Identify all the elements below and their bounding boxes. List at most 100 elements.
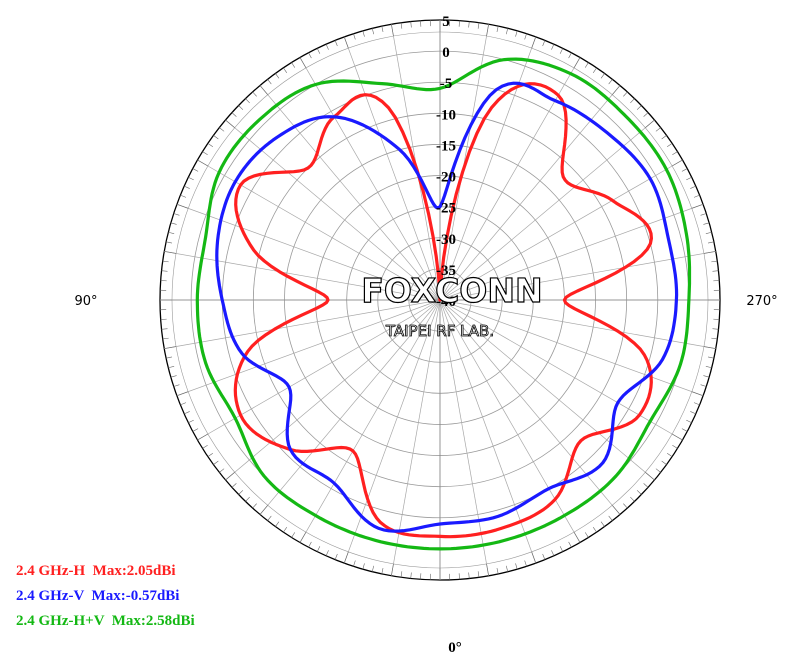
grid-tick bbox=[231, 483, 237, 488]
series-group bbox=[195, 57, 692, 551]
radial-tick-label: -30 bbox=[436, 232, 456, 248]
grid-tick bbox=[252, 91, 257, 97]
grid-tick bbox=[334, 40, 338, 47]
grid-tick bbox=[176, 391, 189, 397]
grid-tick bbox=[267, 79, 272, 85]
grid-tick bbox=[168, 365, 175, 369]
grid-tick bbox=[666, 143, 673, 148]
grid-tick bbox=[325, 550, 329, 556]
grid-spoke bbox=[439, 57, 581, 301]
grid-tick bbox=[623, 503, 628, 509]
radial-tick-label: -40 bbox=[436, 294, 456, 310]
grid-tick bbox=[168, 231, 175, 235]
radial-tick-label: 0 bbox=[442, 45, 450, 61]
grid-tick bbox=[496, 567, 499, 574]
grid-tick bbox=[275, 521, 280, 527]
grid-tick bbox=[308, 541, 312, 548]
grid-tick bbox=[505, 28, 509, 35]
grid-tick bbox=[681, 428, 688, 432]
grid-tick bbox=[655, 468, 661, 473]
grid-spoke bbox=[439, 299, 489, 576]
grid-tick bbox=[486, 24, 489, 37]
grid-spoke bbox=[439, 299, 537, 564]
grid-tick bbox=[170, 375, 177, 378]
grid-tick bbox=[308, 52, 312, 59]
grid-tick bbox=[559, 48, 564, 54]
grid-tick bbox=[477, 22, 480, 29]
grid-tick bbox=[666, 452, 673, 457]
grid-tick bbox=[693, 402, 700, 406]
grid-spoke bbox=[259, 299, 441, 515]
grid-tick bbox=[381, 567, 384, 574]
grid-tick bbox=[316, 48, 321, 54]
grid-tick bbox=[164, 251, 177, 254]
grid-tick bbox=[584, 532, 589, 538]
grid-tick bbox=[643, 112, 649, 117]
grid-tick bbox=[299, 531, 307, 543]
grid-tick bbox=[164, 346, 177, 349]
grid-tick bbox=[192, 168, 199, 172]
grid-tick bbox=[162, 260, 169, 263]
grid-tick bbox=[515, 563, 518, 570]
grid-tick bbox=[213, 460, 219, 465]
grid-tick bbox=[231, 112, 237, 117]
legend-item-v: 2.4 GHz-V Max:-0.57dBi bbox=[16, 588, 180, 604]
grid-tick bbox=[681, 168, 688, 172]
grid-tick bbox=[661, 135, 667, 140]
grid-spoke bbox=[439, 159, 683, 301]
grid-tick bbox=[180, 194, 187, 198]
grid-spoke bbox=[197, 299, 441, 441]
grid-tick bbox=[672, 444, 678, 449]
radial-tick-label: -35 bbox=[436, 263, 456, 279]
grid-tick bbox=[343, 36, 349, 49]
grid-spoke bbox=[439, 299, 704, 397]
grid-tick bbox=[568, 541, 572, 548]
grid-tick bbox=[712, 270, 719, 272]
grid-tick bbox=[703, 346, 716, 349]
grid-tick bbox=[703, 251, 716, 254]
watermark-subtitle: TAIPEI RF LAB. bbox=[385, 322, 494, 340]
grid-tick bbox=[515, 30, 518, 37]
grid-tick bbox=[693, 194, 700, 198]
radial-tick-label: -20 bbox=[436, 170, 456, 186]
grid-tick bbox=[505, 565, 509, 572]
grid-spoke bbox=[225, 299, 441, 481]
grid-tick bbox=[381, 26, 384, 33]
grid-tick bbox=[245, 496, 250, 502]
grid-tick bbox=[486, 563, 489, 576]
grid-spoke bbox=[439, 299, 683, 441]
grid-tick bbox=[542, 40, 546, 47]
angle-label-bottom: 0° bbox=[448, 640, 462, 656]
grid-tick bbox=[161, 270, 168, 272]
grid-tick bbox=[391, 24, 394, 37]
grid-tick bbox=[391, 563, 394, 576]
grid-tick bbox=[636, 490, 642, 495]
grid-tick bbox=[559, 546, 564, 552]
grid-tick bbox=[225, 472, 235, 481]
grid-tick bbox=[353, 560, 356, 567]
grid-tick bbox=[162, 337, 169, 340]
grid-tick bbox=[173, 384, 180, 387]
grid-tick bbox=[712, 328, 719, 330]
grid-tick bbox=[705, 365, 712, 369]
radial-tick-label: -25 bbox=[436, 201, 456, 217]
grid-tick bbox=[197, 433, 209, 441]
grid-spoke bbox=[299, 57, 441, 301]
grid-tick bbox=[245, 98, 250, 104]
grid-tick bbox=[184, 411, 190, 415]
grid-tick bbox=[551, 550, 555, 556]
grid-tick bbox=[645, 472, 655, 481]
grid-tick bbox=[283, 526, 288, 533]
grid-tick bbox=[711, 337, 718, 340]
grid-tick bbox=[551, 44, 555, 50]
grid-tick bbox=[267, 515, 272, 521]
grid-tick bbox=[259, 505, 268, 515]
angle-label-left: 90° bbox=[74, 294, 97, 309]
grid-tick bbox=[707, 356, 714, 359]
grid-tick bbox=[700, 384, 707, 387]
grid-tick bbox=[219, 127, 225, 132]
polar-grid bbox=[159, 19, 721, 581]
grid-tick bbox=[170, 222, 177, 225]
grid-tick bbox=[197, 159, 209, 167]
